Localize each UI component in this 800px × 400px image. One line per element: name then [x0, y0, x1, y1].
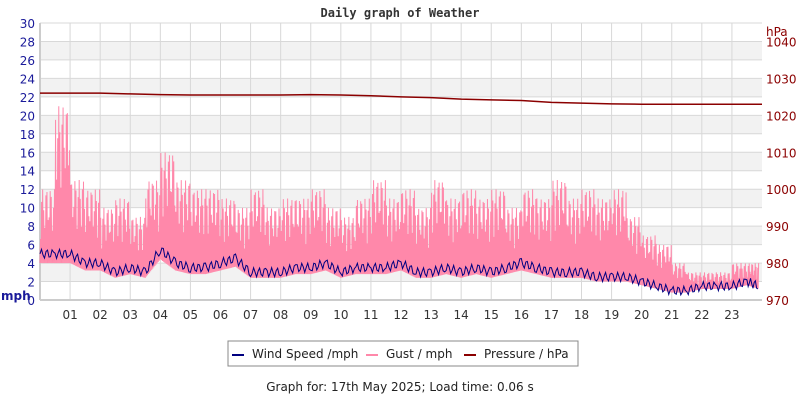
- x-tick-label: 16: [514, 308, 529, 322]
- x-tick-label: 21: [664, 308, 679, 322]
- gust-series-line: [39, 106, 760, 293]
- right-tick-label: 990: [766, 220, 789, 234]
- x-tick-label: 13: [423, 308, 438, 322]
- right-tick-label: 1020: [766, 109, 797, 123]
- right-tick-label: 970: [766, 294, 789, 308]
- legend-label: Wind Speed /mph: [252, 347, 358, 361]
- left-tick-label: 14: [20, 165, 35, 179]
- x-tick-label: 15: [484, 308, 499, 322]
- x-tick-label: 18: [574, 308, 589, 322]
- legend-label: Gust / mph: [386, 347, 452, 361]
- left-tick-label: 22: [20, 91, 35, 105]
- x-tick-label: 19: [604, 308, 619, 322]
- left-tick-label: 26: [20, 54, 35, 68]
- left-tick-label: 0: [27, 294, 35, 308]
- right-tick-label: 1000: [766, 183, 797, 197]
- left-tick-label: 18: [20, 128, 35, 142]
- x-tick-label: 05: [183, 308, 198, 322]
- x-tick-label: 11: [363, 308, 378, 322]
- left-tick-label: 8: [27, 220, 35, 234]
- x-tick-label: 04: [153, 308, 168, 322]
- x-tick-label: 14: [454, 308, 469, 322]
- left-tick-label: 28: [20, 35, 35, 49]
- x-tick-label: 01: [62, 308, 77, 322]
- footer-text: Graph for: 17th May 2025; Load time: 0.0…: [266, 380, 534, 394]
- x-tick-label: 22: [694, 308, 709, 322]
- legend-box: [227, 340, 579, 367]
- x-tick-label: 12: [393, 308, 408, 322]
- x-tick-label: 10: [333, 308, 348, 322]
- left-tick-label: 30: [20, 17, 35, 31]
- left-tick-label: 24: [20, 72, 35, 86]
- x-tick-label: 06: [213, 308, 228, 322]
- x-tick-label: 17: [544, 308, 559, 322]
- x-tick-label: 03: [123, 308, 138, 322]
- left-tick-label: 6: [27, 239, 35, 253]
- wind-speed-series-line: [39, 247, 759, 297]
- x-tick-label: 09: [303, 308, 318, 322]
- x-tick-label: 07: [243, 308, 258, 322]
- left-tick-label: 20: [20, 109, 35, 123]
- left-tick-label: 4: [27, 257, 35, 271]
- x-tick-label: 20: [634, 308, 649, 322]
- right-axis-label: hPa: [766, 25, 788, 39]
- chart-title: Daily graph of Weather: [321, 6, 480, 20]
- x-tick-label: 23: [724, 308, 739, 322]
- right-tick-label: 980: [766, 257, 789, 271]
- x-tick-label: 02: [93, 308, 108, 322]
- left-tick-label: 2: [27, 276, 35, 290]
- legend-label: Pressure / hPa: [484, 347, 569, 361]
- x-tick-label: 08: [273, 308, 288, 322]
- left-tick-label: 10: [20, 202, 35, 216]
- pressure-series-line: [40, 92, 762, 106]
- right-tick-label: 1040: [766, 35, 797, 49]
- left-tick-label: 16: [20, 146, 35, 160]
- left-axis-label: mph: [1, 289, 31, 303]
- right-tick-label: 1030: [766, 72, 797, 86]
- right-tick-label: 1010: [766, 146, 797, 160]
- left-tick-label: 12: [20, 183, 35, 197]
